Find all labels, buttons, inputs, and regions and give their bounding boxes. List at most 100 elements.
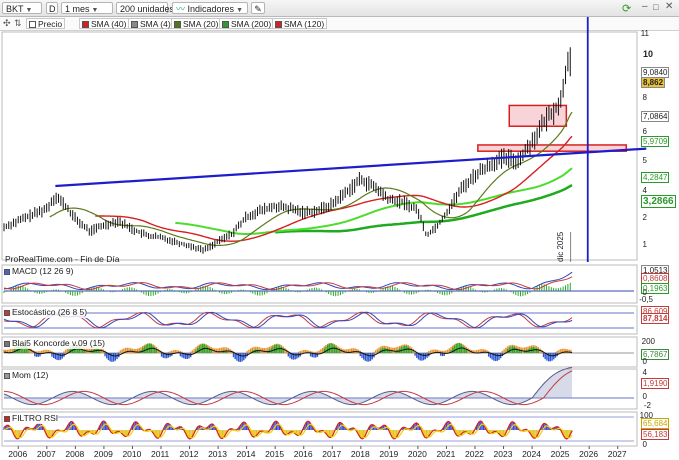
legend-item-sma40[interactable]: SMA (40) bbox=[79, 18, 130, 29]
x-axis-label: 2020 bbox=[407, 449, 427, 459]
panel-swatch bbox=[4, 269, 10, 275]
macd-tick: -0,5 bbox=[639, 295, 653, 304]
indicators-button[interactable]: 〰 Indicadores ▼ bbox=[172, 2, 248, 14]
x-axis-label: 2027 bbox=[607, 449, 627, 459]
legend-item-sma200[interactable]: SMA (200) bbox=[219, 18, 275, 29]
blai-tick: 0 bbox=[642, 357, 647, 366]
legend-bar: ✣ ⇅ Precio SMA (40) SMA (4) SMA (20) SMA… bbox=[0, 17, 679, 31]
mom-signal-line bbox=[4, 370, 573, 406]
macd-signal-line bbox=[3, 276, 573, 291]
resistance-zone bbox=[508, 104, 568, 127]
units-selector[interactable]: 200 unidades▼ bbox=[116, 2, 183, 14]
rsi-label[interactable]: FILTRO RSI bbox=[4, 413, 59, 424]
price-tick: 1 bbox=[642, 240, 647, 249]
rsi-signal-line bbox=[3, 423, 573, 439]
close-price-box: 8,862 bbox=[641, 77, 666, 88]
stoch-value: 87,814 bbox=[641, 313, 670, 324]
macd-tick: 0 bbox=[642, 288, 647, 297]
mom-tick: 4 bbox=[642, 368, 647, 377]
x-axis-label: 2011 bbox=[151, 449, 170, 459]
legend-item-sma20[interactable]: SMA (20) bbox=[171, 18, 222, 29]
x-axis-label: 2013 bbox=[208, 449, 227, 459]
resistance-zone bbox=[477, 144, 628, 152]
minimize-icon[interactable]: – bbox=[642, 1, 648, 12]
crosshair-icon[interactable]: ✣ bbox=[3, 18, 11, 28]
stoch-k-line bbox=[3, 311, 573, 329]
rsi-panel bbox=[1, 411, 638, 447]
panel-swatch bbox=[4, 341, 10, 347]
sma200-line bbox=[275, 184, 573, 234]
x-axis-label: 2010 bbox=[122, 449, 142, 459]
x-axis-label: 2019 bbox=[379, 449, 399, 459]
rsi-line bbox=[3, 420, 573, 440]
x-axis-label: 2024 bbox=[522, 449, 541, 459]
stoch-panel bbox=[1, 305, 638, 335]
macd-label-text: MACD (12 26 9) bbox=[12, 266, 74, 276]
sma120-line bbox=[175, 167, 573, 235]
stoch-label[interactable]: Estocástico (26 8 5) bbox=[4, 307, 88, 318]
blai-tick: 200 bbox=[641, 337, 655, 346]
blai-line bbox=[3, 347, 573, 357]
sma40-line bbox=[95, 135, 573, 242]
panel-swatch bbox=[4, 310, 10, 316]
symbol-menu-label: D bbox=[49, 4, 56, 14]
x-axis-label: 2026 bbox=[579, 449, 599, 459]
legend-item-sma120[interactable]: SMA (120) bbox=[272, 18, 328, 29]
blai-label[interactable]: Blai5 Koncorde v.09 (15) bbox=[4, 338, 105, 349]
legend-swatch bbox=[222, 21, 229, 28]
x-axis-label: 2025 bbox=[550, 449, 570, 459]
legend-item-precio[interactable]: Precio bbox=[26, 18, 66, 29]
legend-swatch bbox=[174, 21, 181, 28]
legend-swatch bbox=[82, 21, 89, 28]
sma-value-box: 7,0864 bbox=[641, 111, 670, 122]
legend-label: SMA (20) bbox=[183, 19, 219, 29]
x-axis-label: 2017 bbox=[322, 449, 342, 459]
chevron-down-icon: ▼ bbox=[25, 7, 33, 14]
mom-label[interactable]: Mom (12) bbox=[4, 370, 49, 381]
trendline bbox=[55, 147, 647, 188]
x-axis-label: 2008 bbox=[65, 449, 85, 459]
x-axis-label: 2007 bbox=[36, 449, 56, 459]
draw-tool-button[interactable]: ✎ bbox=[251, 2, 265, 14]
maximize-icon[interactable]: □ bbox=[653, 2, 659, 12]
toggle-icon[interactable]: ⇅ bbox=[14, 18, 22, 28]
chevron-down-icon: ▼ bbox=[236, 7, 243, 14]
macd-label[interactable]: MACD (12 26 9) bbox=[4, 266, 74, 277]
mom-panel bbox=[1, 368, 638, 410]
legend-item-sma4[interactable]: SMA (4) bbox=[128, 18, 174, 29]
mom-value: 1,9190 bbox=[641, 378, 670, 389]
trendline-value-box: 5,9709 bbox=[641, 136, 670, 147]
vertical-marker-label: dic 2025 bbox=[556, 231, 565, 262]
price-tick: 2 bbox=[642, 213, 647, 222]
mom-area bbox=[4, 367, 573, 405]
legend-swatch bbox=[29, 21, 36, 28]
x-axis-label: 2009 bbox=[93, 449, 113, 459]
price-tick: 8 bbox=[642, 93, 647, 102]
chevron-down-icon: ▼ bbox=[91, 7, 99, 14]
x-axis-label: 2023 bbox=[493, 449, 513, 459]
refresh-icon[interactable]: ⟳ bbox=[622, 3, 632, 15]
legend-label: SMA (120) bbox=[284, 19, 325, 29]
legend-label: SMA (200) bbox=[231, 19, 272, 29]
period-selector[interactable]: 1 mes ▼ bbox=[61, 2, 113, 14]
mom-tick: 0 bbox=[642, 392, 647, 401]
rsi-label-text: FILTRO RSI bbox=[12, 413, 59, 423]
units-label: 200 unidades bbox=[120, 4, 175, 14]
symbol-label: BKT bbox=[6, 4, 24, 14]
sma20-line bbox=[49, 111, 573, 246]
price-tick: 4 bbox=[642, 186, 647, 195]
x-axis-label: 2014 bbox=[236, 449, 256, 459]
x-axis-label: 2012 bbox=[179, 449, 199, 459]
x-axis-label: 2021 bbox=[436, 449, 456, 459]
panel-swatch bbox=[4, 373, 10, 379]
price-tick: 10 bbox=[642, 49, 653, 59]
legend-label: SMA (4) bbox=[140, 19, 171, 29]
macd-line bbox=[3, 271, 573, 291]
legend-swatch bbox=[275, 21, 282, 28]
symbol-selector[interactable]: BKT ▼ bbox=[2, 2, 42, 14]
macd-value: 0,1963 bbox=[641, 283, 670, 294]
symbol-menu-button[interactable]: D bbox=[46, 2, 58, 14]
x-axis-label: 2016 bbox=[293, 449, 313, 459]
close-icon[interactable]: ✕ bbox=[665, 1, 674, 12]
